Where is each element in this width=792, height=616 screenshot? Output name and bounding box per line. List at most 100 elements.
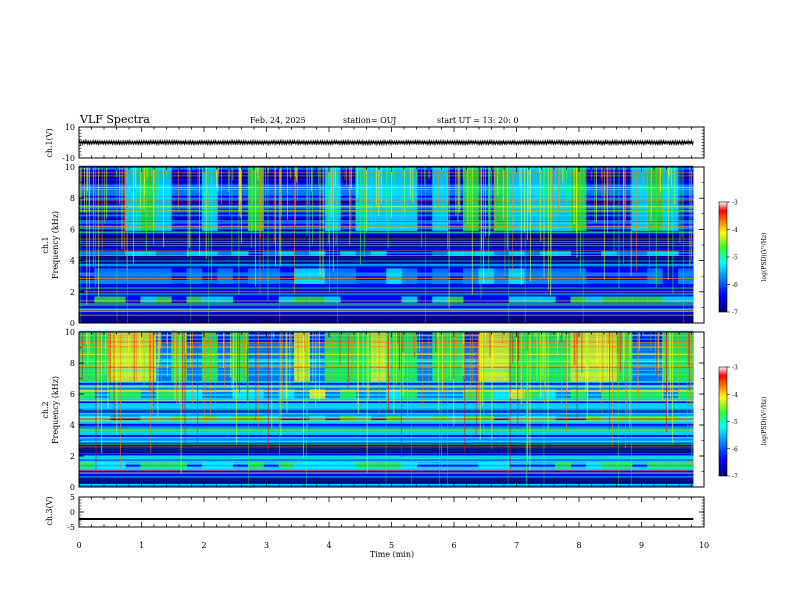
- ch1-spec-bright-band: [678, 296, 694, 303]
- ch1-spec-bright-band: [647, 251, 664, 256]
- ch1-spec-bright-band: [232, 251, 249, 256]
- x-tick-label: 5: [389, 541, 394, 550]
- ch2-colorbar-tick-label: -6: [732, 446, 738, 453]
- ch2-spec-bright-band: [509, 389, 525, 399]
- ch2-spec-bright-band: [631, 389, 648, 399]
- ch1-spec-striation: [79, 298, 694, 301]
- ch1-spec-bright-band: [140, 296, 157, 303]
- figure-title: VLF Spectra: [79, 113, 150, 126]
- ch1-spec-striation: [79, 309, 694, 312]
- ch2-colorbar-tick-label: -5: [732, 419, 738, 426]
- x-tick-label: 7: [514, 541, 519, 550]
- ch1-spec-bright-band: [631, 251, 648, 256]
- ch1-spec-bright-band: [616, 296, 633, 303]
- ch1-spec-striation: [79, 233, 694, 236]
- ch1-spec-ytick-label: 2: [70, 288, 75, 297]
- ch1-spec-bright-band: [263, 268, 280, 284]
- ch1-spec-bright-band: [647, 268, 664, 284]
- ch2-spec-bright-band: [370, 332, 387, 382]
- ch2-spec-bright-band: [585, 332, 602, 382]
- ch1-spec-bright-band: [570, 268, 587, 284]
- ch1-spec-bright-band: [278, 296, 295, 303]
- ch1-spec-bright-band: [401, 268, 418, 284]
- ch1-waveform-line: [78, 138, 694, 147]
- ch2-spec-bright-band: [171, 462, 188, 469]
- ch2-spec-bright-band: [493, 332, 510, 382]
- ch1-spec-bright-band: [555, 167, 571, 231]
- ch1-spec-bright-band: [263, 251, 280, 256]
- ch3-ytick-label: 0: [70, 508, 75, 517]
- ch1-spec-striation: [79, 302, 694, 305]
- ch2-spec-bright-band: [509, 332, 525, 382]
- ch1-colorbar-tick-label: -5: [732, 255, 738, 262]
- ch1-spec-bright-band: [125, 268, 141, 284]
- ch1-ylabel: ch.1(V): [45, 128, 54, 157]
- ch1-spec-bright-band: [186, 296, 203, 303]
- ch2-spec-bright-band: [647, 462, 664, 469]
- ch1-spec-bright-band: [478, 251, 495, 256]
- ch1-spec-bright-band: [662, 296, 679, 303]
- ch1-spec-bright-band: [340, 268, 356, 284]
- ch2-spec-bright-band: [201, 332, 218, 382]
- ch2-spec-bright-band: [478, 462, 495, 469]
- ch2-spec-ytick-label: 10: [65, 328, 75, 337]
- ch1-spec-ylabel-line1: ch.1: [41, 236, 50, 253]
- ch2-spec-bright-band: [109, 462, 126, 469]
- ch1-spec-bright-band: [355, 167, 372, 231]
- ch1-spec-striation: [79, 285, 694, 288]
- ch1-spec-bright-band: [370, 251, 387, 256]
- ch2-spec-bright-band: [109, 332, 126, 382]
- ch2-spec-bright-band: [125, 332, 141, 382]
- ch2-colorbar-tick-label: -4: [732, 392, 738, 399]
- ch1-spec-bright-band: [509, 251, 525, 256]
- ch2-spec-bright-band: [432, 332, 449, 382]
- ch1-spec-bright-band: [662, 268, 679, 284]
- ch1-spec-bright-band: [601, 296, 618, 303]
- x-tick-label: 9: [639, 541, 644, 550]
- ch1-spec-bright-band: [201, 251, 218, 256]
- ch3-ylabel: ch.3(V): [45, 496, 54, 525]
- ch2-spec-bright-band: [585, 462, 602, 469]
- ch1-spec-ytick-label: 10: [65, 163, 75, 172]
- ch1-spec-bright-band: [109, 268, 126, 284]
- ch2-spec-bright-band: [140, 332, 157, 382]
- ch2-spec-bright-band: [340, 389, 356, 399]
- x-tick-label: 0: [76, 541, 81, 550]
- ch2-spec-bright-band: [232, 389, 249, 399]
- ch2-spec-bright-band: [524, 389, 541, 399]
- ch2-spec-bright-band: [647, 389, 664, 399]
- ch1-spec-ytick-label: 0: [70, 319, 75, 328]
- ch1-spec-striation: [79, 244, 694, 247]
- ch1-spec-striation: [79, 321, 694, 323]
- ch1-spec-bright-band: [125, 167, 141, 231]
- ch1-spec-bright-band: [493, 268, 510, 284]
- ch1-spec-bright-band: [539, 296, 556, 303]
- start-ut-label: start UT = 13: 20: 0: [437, 116, 518, 125]
- ch2-spec-bright-band: [555, 462, 571, 469]
- ch1-spec-bright-band: [647, 296, 664, 303]
- ch1-spec-striation: [79, 248, 694, 250]
- ch2-spec-bright-band: [94, 462, 111, 469]
- ch3-waveform-line: [79, 518, 694, 520]
- ch1-colorbar-tick-label: -6: [732, 282, 738, 289]
- ch2-spec-bright-band: [616, 462, 633, 469]
- ch2-spec-bright-band: [125, 389, 141, 399]
- ch1-spec-bright-band: [217, 268, 234, 284]
- ch2-spec-bright-band: [79, 389, 95, 399]
- ch1-spec-bright-band: [140, 268, 157, 284]
- ch2-spec-bright-band: [278, 462, 295, 469]
- ch1-spec-striation: [79, 300, 694, 303]
- ch1-spec-ylabel-line2: Frequency (kHz): [51, 211, 60, 279]
- ch1-spec-bright-band: [662, 251, 679, 256]
- ch1-spec-bright-band: [524, 167, 541, 231]
- ch1-spec-bright-band: [294, 296, 310, 303]
- ch2-spec-bright-band: [493, 462, 510, 469]
- ch2-spec-bright-band: [478, 389, 495, 399]
- ch2-spec-bright-band: [155, 389, 172, 399]
- ch2-spec-bright-band: [294, 462, 310, 469]
- ch1-spec-dark-band: [79, 255, 694, 264]
- ch1-spec-bright-band: [509, 268, 525, 284]
- ch1-spec-bright-band: [601, 251, 618, 256]
- ch1-spec-bright-band: [585, 296, 602, 303]
- ch2-spec-bright-band: [401, 389, 418, 399]
